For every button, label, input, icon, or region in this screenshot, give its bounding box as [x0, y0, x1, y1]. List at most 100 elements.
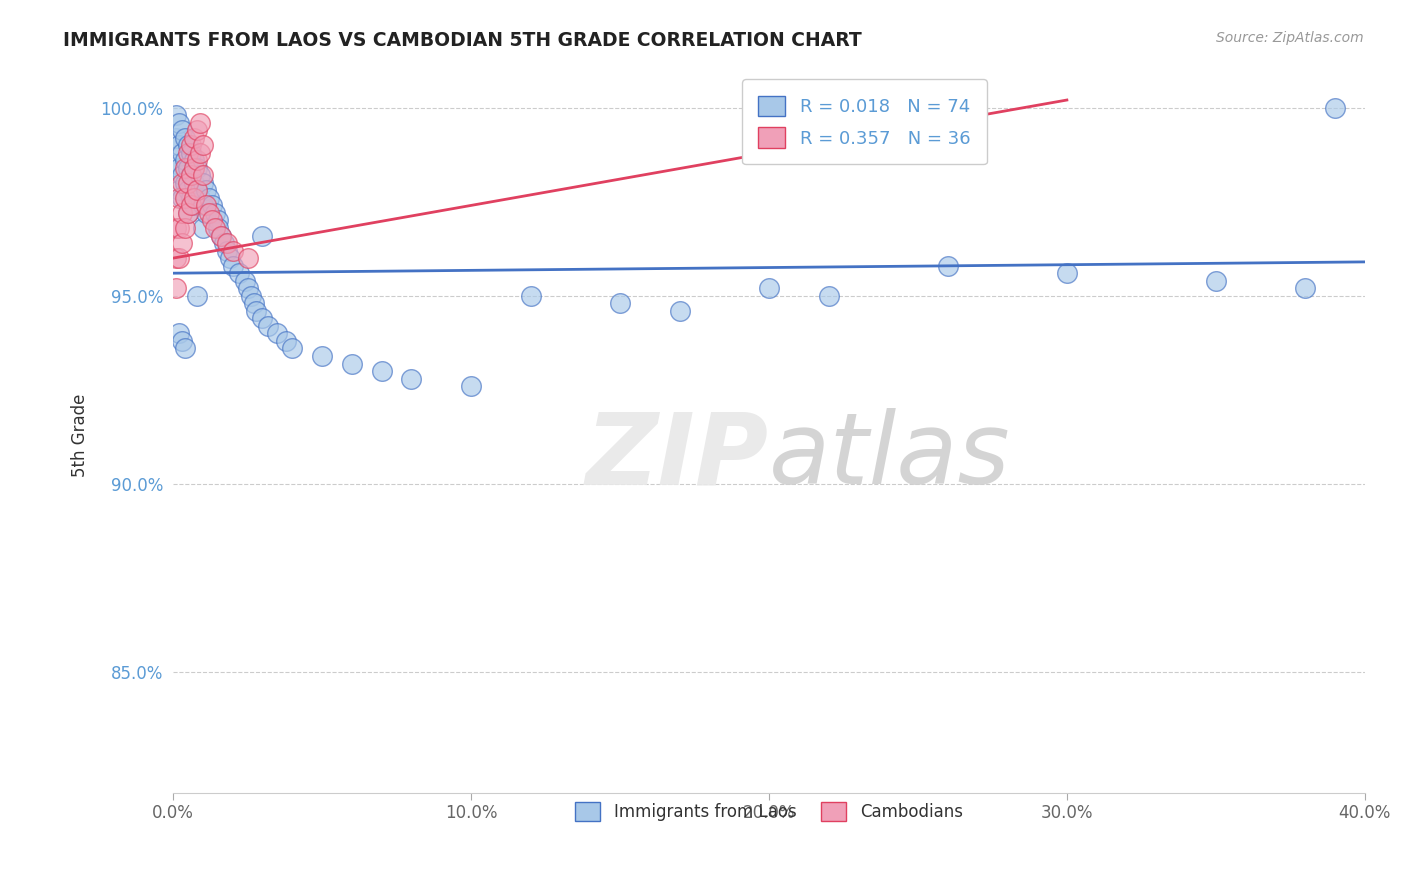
Point [221, 244, 243, 258]
Point [252, 228, 274, 243]
Point [233, 274, 256, 288]
Legend: Immigrants from Laos, Cambodians: Immigrants from Laos, Cambodians [562, 789, 976, 834]
Point [167, 115, 190, 129]
Point [236, 281, 259, 295]
Point [242, 296, 264, 310]
Point [183, 198, 205, 212]
Point [170, 235, 193, 250]
Point [215, 244, 238, 258]
Point [165, 251, 187, 265]
Point [186, 161, 208, 175]
Point [174, 130, 197, 145]
Point [186, 183, 208, 197]
Point [177, 183, 200, 197]
Point [174, 161, 197, 175]
Point [167, 183, 190, 197]
Point [167, 138, 190, 153]
Point [170, 123, 193, 137]
Text: IMMIGRANTS FROM LAOS VS CAMBODIAN 5TH GRADE CORRELATION CHART: IMMIGRANTS FROM LAOS VS CAMBODIAN 5TH GR… [63, 31, 862, 50]
Point [170, 176, 193, 190]
Point [198, 191, 221, 205]
Point [191, 138, 214, 153]
Point [186, 153, 208, 168]
Point [519, 289, 541, 303]
Point [1056, 266, 1078, 280]
Point [311, 349, 333, 363]
Point [183, 191, 205, 205]
Point [204, 206, 226, 220]
Point [165, 108, 187, 122]
Point [188, 191, 211, 205]
Point [165, 221, 187, 235]
Point [165, 281, 187, 295]
Point [180, 198, 202, 212]
Point [170, 169, 193, 183]
Point [170, 334, 193, 348]
Point [183, 161, 205, 175]
Point [191, 198, 214, 212]
Point [460, 379, 482, 393]
Point [266, 326, 288, 341]
Point [167, 251, 190, 265]
Y-axis label: 5th Grade: 5th Grade [72, 393, 89, 476]
Point [1294, 281, 1316, 295]
Point [215, 235, 238, 250]
Point [174, 176, 197, 190]
Point [180, 169, 202, 183]
Point [212, 235, 235, 250]
Point [1205, 274, 1227, 288]
Point [183, 153, 205, 168]
Text: ZIP: ZIP [586, 408, 769, 505]
Point [340, 357, 363, 371]
Point [180, 169, 202, 183]
Point [668, 303, 690, 318]
Point [191, 169, 214, 183]
Point [370, 364, 392, 378]
Point [167, 326, 190, 341]
Point [609, 296, 631, 310]
Point [174, 342, 197, 356]
Point [207, 213, 229, 227]
Point [188, 145, 211, 160]
Point [174, 191, 197, 205]
Point [188, 115, 211, 129]
Point [257, 318, 280, 333]
Point [276, 334, 298, 348]
Point [401, 371, 423, 385]
Point [1324, 101, 1347, 115]
Point [209, 228, 232, 243]
Point [177, 161, 200, 175]
Point [201, 198, 224, 212]
Point [218, 251, 240, 265]
Point [167, 221, 190, 235]
Point [239, 289, 262, 303]
Point [183, 130, 205, 145]
Point [221, 259, 243, 273]
Point [758, 281, 780, 295]
Point [170, 206, 193, 220]
Point [177, 206, 200, 220]
Point [245, 303, 267, 318]
Point [936, 259, 959, 273]
Point [194, 206, 217, 220]
Point [180, 138, 202, 153]
Point [177, 206, 200, 220]
Point [204, 221, 226, 235]
Point [191, 176, 214, 190]
Point [180, 191, 202, 205]
Point [817, 289, 839, 303]
Point [177, 138, 200, 153]
Point [236, 251, 259, 265]
Point [186, 123, 208, 137]
Point [207, 221, 229, 235]
Text: Source: ZipAtlas.com: Source: ZipAtlas.com [1216, 31, 1364, 45]
Point [170, 145, 193, 160]
Point [191, 221, 214, 235]
Point [165, 157, 187, 171]
Point [174, 153, 197, 168]
Point [170, 191, 193, 205]
Point [198, 206, 221, 220]
Point [167, 161, 190, 175]
Text: atlas: atlas [769, 408, 1011, 505]
Point [183, 176, 205, 190]
